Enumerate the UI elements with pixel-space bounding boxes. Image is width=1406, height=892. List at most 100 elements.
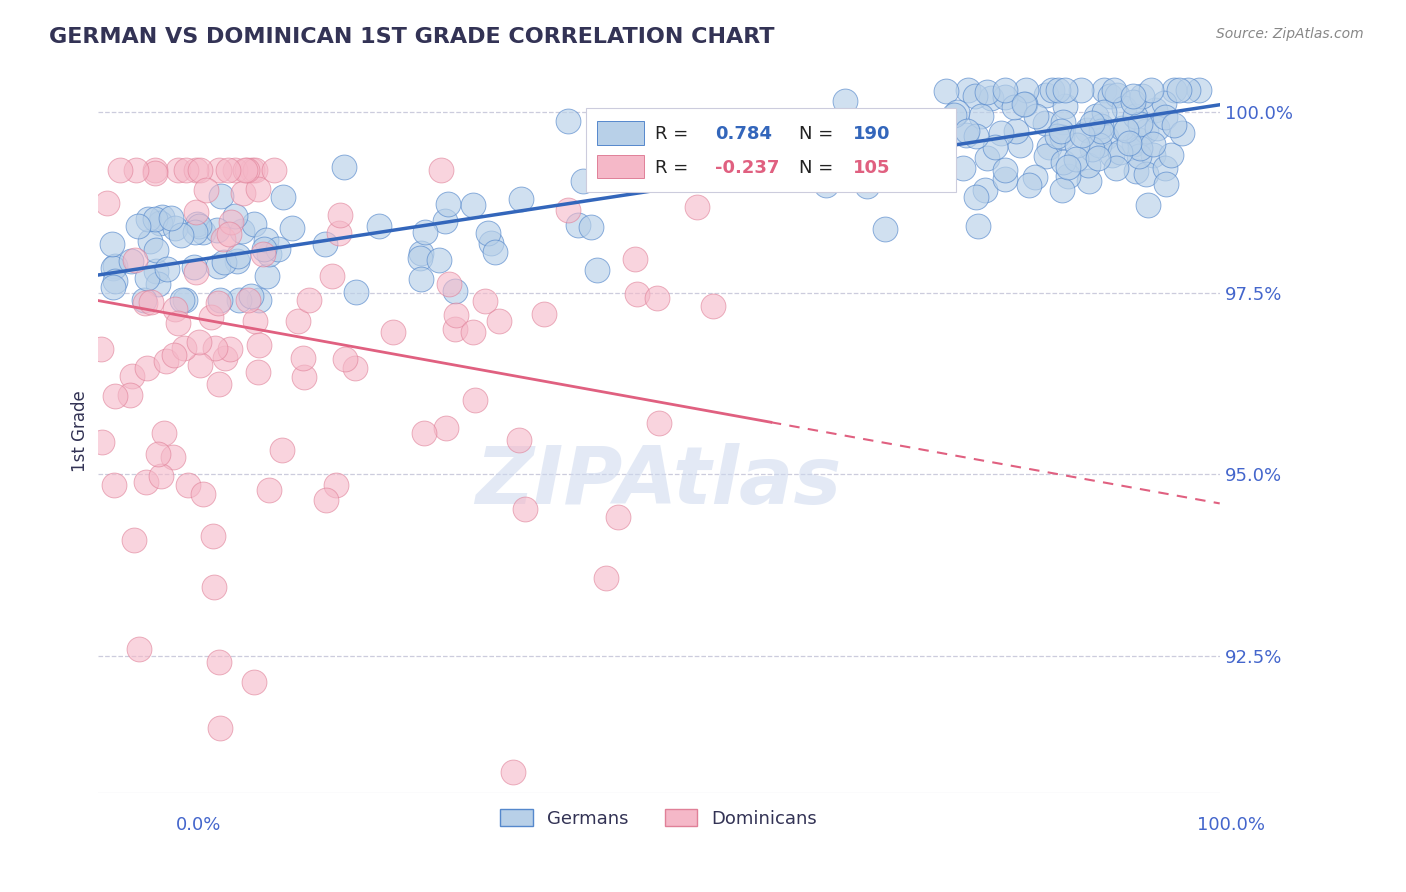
- Point: [856, 136, 879, 151]
- Point: [167, 316, 190, 330]
- Point: [1066, 152, 1088, 166]
- Y-axis label: 1st Grade: 1st Grade: [72, 390, 89, 472]
- Point: [434, 421, 457, 435]
- Point: [208, 293, 231, 308]
- Point: [444, 284, 467, 298]
- Point: [1118, 136, 1140, 150]
- Point: [1153, 95, 1175, 110]
- Point: [163, 348, 186, 362]
- Point: [429, 253, 451, 268]
- Point: [966, 129, 988, 144]
- Point: [219, 215, 242, 229]
- Point: [193, 225, 215, 239]
- Point: [437, 277, 460, 291]
- Point: [579, 219, 602, 234]
- Point: [186, 217, 208, 231]
- Point: [224, 163, 246, 178]
- Point: [567, 218, 589, 232]
- Point: [1102, 83, 1125, 97]
- Point: [1018, 178, 1040, 193]
- Point: [163, 221, 186, 235]
- Point: [188, 219, 211, 234]
- Point: [443, 322, 465, 336]
- Point: [1170, 126, 1192, 140]
- Point: [224, 209, 246, 223]
- Point: [125, 163, 148, 178]
- Point: [1076, 123, 1098, 137]
- Point: [124, 253, 146, 268]
- Text: 0.784: 0.784: [714, 126, 772, 144]
- Point: [1177, 83, 1199, 97]
- Point: [1038, 140, 1060, 154]
- Point: [976, 151, 998, 165]
- Point: [571, 174, 593, 188]
- Point: [136, 270, 159, 285]
- Point: [150, 469, 173, 483]
- Point: [165, 301, 187, 316]
- Text: R =: R =: [655, 126, 689, 144]
- Point: [90, 343, 112, 357]
- Point: [967, 219, 990, 233]
- Point: [135, 475, 157, 489]
- Point: [1122, 95, 1144, 110]
- Point: [624, 252, 647, 266]
- Point: [1146, 121, 1168, 136]
- Point: [1111, 121, 1133, 136]
- Point: [202, 581, 225, 595]
- Point: [461, 325, 484, 339]
- Point: [344, 360, 367, 375]
- Point: [297, 293, 319, 308]
- Point: [510, 192, 533, 206]
- Point: [1128, 134, 1150, 148]
- Point: [173, 341, 195, 355]
- Point: [252, 247, 274, 261]
- Point: [143, 166, 166, 180]
- Point: [208, 655, 231, 669]
- Point: [875, 221, 897, 235]
- Point: [1092, 83, 1115, 97]
- Point: [188, 359, 211, 373]
- Text: -0.237: -0.237: [714, 159, 779, 177]
- Point: [1040, 83, 1063, 97]
- Text: 100.0%: 100.0%: [1198, 816, 1265, 834]
- Point: [209, 189, 232, 203]
- Point: [943, 107, 966, 121]
- Point: [143, 211, 166, 226]
- Point: [247, 338, 270, 352]
- Point: [173, 293, 195, 308]
- Point: [1054, 99, 1077, 113]
- Point: [1047, 83, 1070, 97]
- Point: [314, 236, 336, 251]
- Point: [228, 293, 250, 308]
- Point: [464, 393, 486, 408]
- Point: [166, 163, 188, 178]
- Point: [1094, 130, 1116, 145]
- Text: R =: R =: [655, 159, 689, 177]
- Point: [232, 186, 254, 201]
- Point: [281, 221, 304, 235]
- Point: [191, 487, 214, 501]
- Point: [204, 341, 226, 355]
- Point: [1130, 88, 1153, 103]
- Point: [1014, 97, 1036, 112]
- Point: [170, 228, 193, 243]
- Point: [1112, 102, 1135, 116]
- Point: [413, 225, 436, 239]
- Point: [609, 163, 631, 178]
- Point: [1135, 167, 1157, 181]
- Point: [1105, 87, 1128, 102]
- Point: [647, 416, 669, 430]
- Point: [928, 129, 950, 144]
- Point: [253, 242, 276, 256]
- Point: [955, 124, 977, 138]
- Point: [207, 163, 229, 178]
- Point: [214, 255, 236, 269]
- Point: [976, 85, 998, 99]
- Point: [263, 163, 285, 178]
- Point: [207, 223, 229, 237]
- Point: [1087, 151, 1109, 165]
- Point: [990, 126, 1012, 140]
- Point: [1153, 110, 1175, 124]
- Point: [271, 190, 294, 204]
- Point: [1054, 83, 1077, 97]
